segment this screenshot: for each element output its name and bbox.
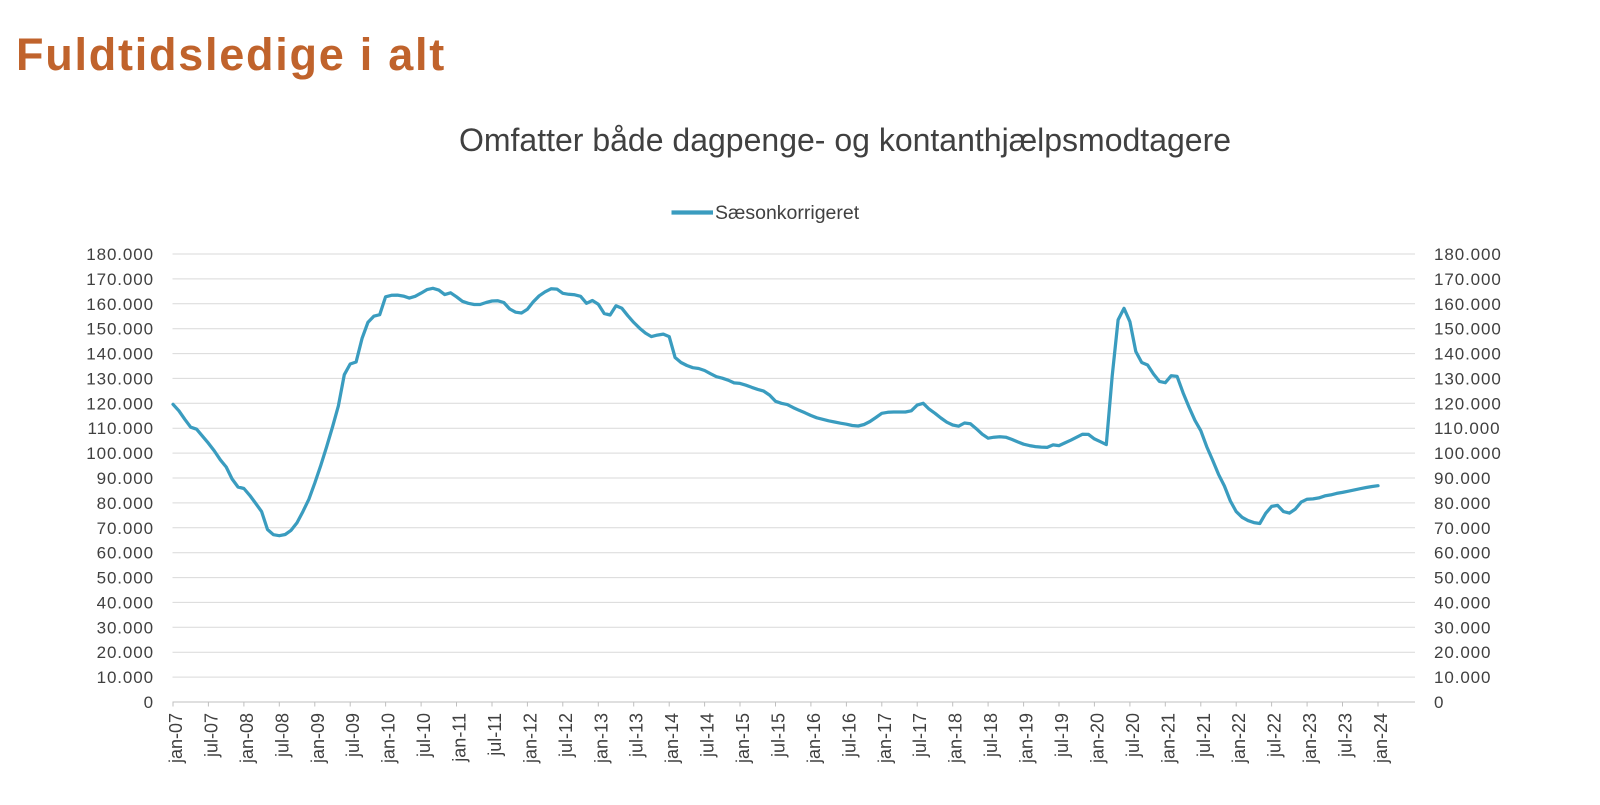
svg-text:150.000: 150.000	[1434, 320, 1502, 339]
svg-text:140.000: 140.000	[1434, 345, 1502, 364]
svg-text:100.000: 100.000	[1434, 444, 1502, 463]
svg-text:jul-19: jul-19	[1052, 713, 1072, 758]
svg-text:0: 0	[144, 693, 154, 712]
svg-text:jul-18: jul-18	[981, 713, 1001, 758]
svg-text:jan-08: jan-08	[237, 713, 257, 764]
svg-text:170.000: 170.000	[86, 270, 154, 289]
svg-text:jan-07: jan-07	[166, 713, 186, 764]
svg-text:jan-17: jan-17	[875, 713, 895, 764]
svg-text:160.000: 160.000	[1434, 295, 1502, 314]
svg-text:jan-11: jan-11	[450, 713, 470, 763]
svg-text:140.000: 140.000	[86, 345, 154, 364]
svg-text:Fuldtidsledige i alt: Fuldtidsledige i alt	[16, 29, 446, 80]
svg-text:20.000: 20.000	[97, 643, 154, 662]
svg-text:30.000: 30.000	[97, 618, 154, 637]
svg-text:120.000: 120.000	[86, 394, 154, 413]
svg-text:jul-14: jul-14	[698, 713, 718, 758]
svg-text:jan-16: jan-16	[804, 713, 824, 764]
svg-text:30.000: 30.000	[1434, 618, 1491, 637]
svg-text:130.000: 130.000	[86, 369, 154, 388]
svg-text:40.000: 40.000	[97, 593, 154, 612]
svg-text:jul-22: jul-22	[1265, 713, 1285, 758]
svg-text:jan-15: jan-15	[733, 713, 753, 764]
svg-text:jan-14: jan-14	[662, 713, 682, 764]
svg-text:jan-09: jan-09	[308, 713, 328, 764]
svg-text:50.000: 50.000	[97, 569, 154, 588]
svg-text:jan-13: jan-13	[591, 713, 611, 764]
svg-text:jan-20: jan-20	[1087, 713, 1107, 764]
svg-text:jan-24: jan-24	[1371, 713, 1391, 764]
svg-text:170.000: 170.000	[1434, 270, 1502, 289]
svg-text:jan-18: jan-18	[946, 713, 966, 764]
svg-text:jul-21: jul-21	[1194, 713, 1214, 758]
svg-text:70.000: 70.000	[1434, 519, 1491, 538]
svg-text:jan-23: jan-23	[1300, 713, 1320, 764]
svg-text:jul-13: jul-13	[627, 713, 647, 758]
svg-text:10.000: 10.000	[97, 668, 154, 687]
svg-text:110.000: 110.000	[1434, 419, 1501, 438]
svg-text:jan-10: jan-10	[379, 713, 399, 764]
svg-text:jan-22: jan-22	[1229, 713, 1249, 764]
svg-text:Sæsonkorrigeret: Sæsonkorrigeret	[715, 202, 860, 224]
svg-text:60.000: 60.000	[97, 544, 154, 563]
svg-text:110.000: 110.000	[88, 419, 155, 438]
svg-text:10.000: 10.000	[1434, 668, 1491, 687]
svg-text:120.000: 120.000	[1434, 394, 1502, 413]
svg-text:80.000: 80.000	[97, 494, 154, 513]
svg-text:90.000: 90.000	[1434, 469, 1491, 488]
svg-text:jul-07: jul-07	[201, 713, 221, 758]
svg-text:130.000: 130.000	[1434, 369, 1502, 388]
svg-text:jul-17: jul-17	[910, 713, 930, 758]
svg-text:jul-15: jul-15	[769, 713, 789, 758]
svg-text:70.000: 70.000	[97, 519, 154, 538]
svg-text:90.000: 90.000	[97, 469, 154, 488]
svg-text:jul-12: jul-12	[556, 713, 576, 758]
svg-text:20.000: 20.000	[1434, 643, 1491, 662]
svg-text:jul-09: jul-09	[343, 713, 363, 758]
svg-text:jul-10: jul-10	[414, 713, 434, 758]
svg-text:jul-16: jul-16	[839, 713, 859, 758]
svg-text:50.000: 50.000	[1434, 569, 1491, 588]
svg-text:jul-08: jul-08	[272, 713, 292, 758]
svg-text:150.000: 150.000	[86, 320, 154, 339]
svg-text:100.000: 100.000	[86, 444, 154, 463]
svg-text:180.000: 180.000	[86, 245, 154, 264]
svg-text:Omfatter både dagpenge- og kon: Omfatter både dagpenge- og kontanthjælps…	[459, 122, 1231, 158]
svg-text:jul-11: jul-11	[485, 713, 505, 757]
svg-text:40.000: 40.000	[1434, 593, 1491, 612]
svg-text:80.000: 80.000	[1434, 494, 1491, 513]
svg-text:jan-21: jan-21	[1158, 713, 1178, 764]
svg-text:jul-20: jul-20	[1123, 713, 1143, 758]
svg-text:jul-23: jul-23	[1336, 713, 1356, 758]
svg-text:jan-12: jan-12	[520, 713, 540, 764]
svg-text:60.000: 60.000	[1434, 544, 1491, 563]
svg-text:180.000: 180.000	[1434, 245, 1502, 264]
svg-text:0: 0	[1434, 693, 1444, 712]
svg-text:jan-19: jan-19	[1017, 713, 1037, 764]
svg-text:160.000: 160.000	[86, 295, 154, 314]
